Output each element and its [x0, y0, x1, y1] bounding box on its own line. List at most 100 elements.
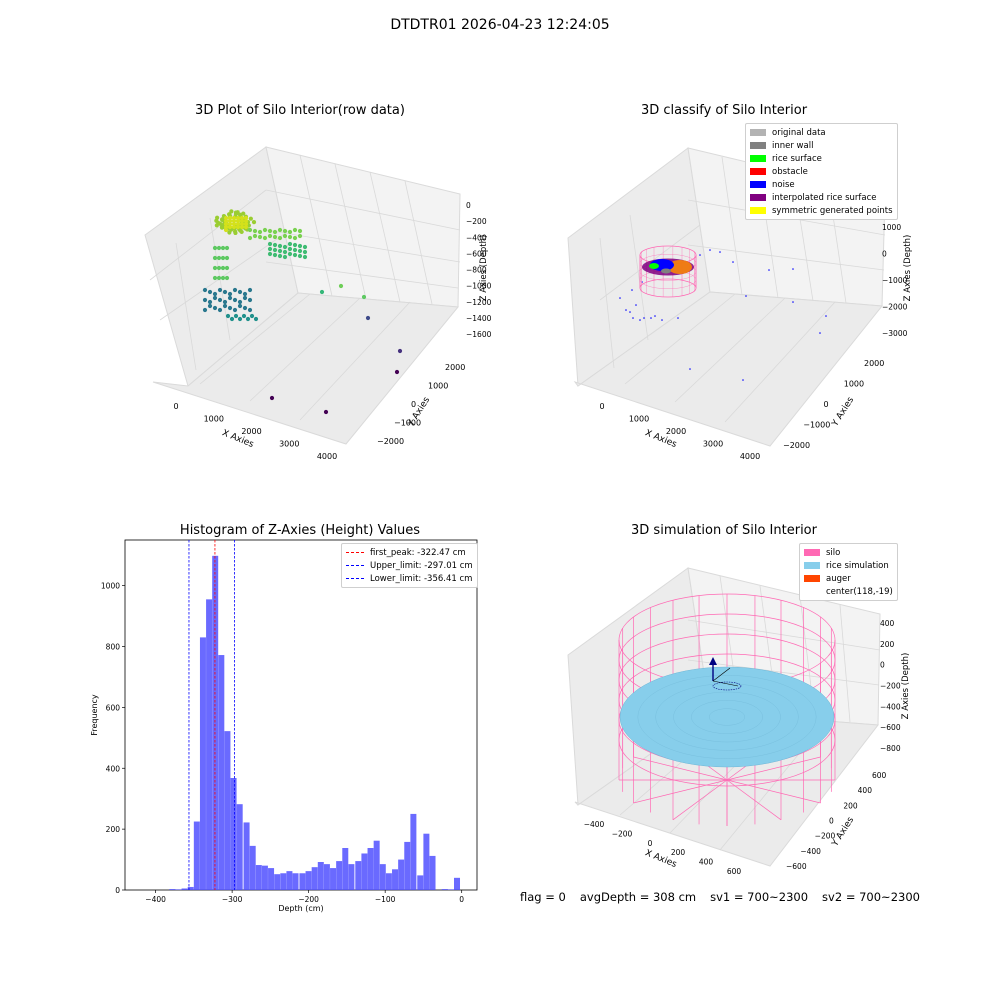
- raw-point: [247, 235, 253, 241]
- raw-point: [235, 224, 241, 230]
- histogram-legend-label: Upper_limit: -297.01 cm: [370, 560, 473, 571]
- classify-z-tick: 0: [882, 250, 887, 259]
- histogram-bar: [311, 867, 318, 890]
- raw-point: [277, 243, 283, 249]
- classify-pane-floor: [573, 291, 883, 447]
- classify-noise-point: [825, 315, 827, 317]
- classify-noise-point: [719, 251, 721, 253]
- simulation-x-tick: −400: [584, 820, 605, 829]
- simulation-x-tick: 200: [671, 848, 686, 857]
- raw-point: [202, 297, 208, 303]
- classify-noise-point: [643, 317, 645, 319]
- raw-point: [282, 233, 288, 239]
- histogram-bar: [199, 637, 206, 890]
- raw-point: [394, 369, 400, 375]
- simulation-z-tick: −400: [880, 702, 901, 711]
- histogram-bar: [336, 861, 343, 890]
- raw-point: [212, 255, 218, 261]
- raw-point: [302, 249, 308, 255]
- raw-point: [224, 245, 230, 251]
- classify-z-tick: −3000: [882, 329, 908, 338]
- simulation-y-tick: −400: [800, 847, 821, 856]
- raw-point: [232, 297, 238, 303]
- histogram-bar: [230, 778, 237, 890]
- avg-depth-text: avgDepth = 308 cm: [579, 890, 697, 904]
- classify-legend-label: inner wall: [772, 140, 814, 151]
- raw-point: [231, 218, 237, 224]
- classify-noise-point: [792, 301, 794, 303]
- raw-point: [217, 287, 223, 293]
- histogram-bar: [379, 864, 386, 890]
- simulation-legend-entry: rice simulation: [804, 559, 893, 572]
- classify-noise-point: [732, 261, 734, 263]
- raw-point: [252, 233, 258, 239]
- raw-y-tick: −2000: [377, 437, 404, 446]
- raw-point: [302, 244, 308, 250]
- classify-noise-point: [745, 295, 747, 297]
- simulation-legend-entry: auger: [804, 572, 893, 585]
- raw-point: [277, 248, 283, 254]
- raw-point: [292, 242, 298, 248]
- raw-point: [223, 224, 229, 230]
- raw-x-tick: 4000: [317, 452, 337, 461]
- simulation-y-tick: 0: [829, 817, 834, 826]
- classify-legend-label: rice surface: [772, 153, 822, 164]
- raw-point: [216, 265, 222, 271]
- raw-point: [202, 287, 208, 293]
- raw-point: [267, 251, 273, 257]
- raw-point: [225, 313, 231, 319]
- raw-point: [241, 211, 246, 216]
- simulation-rice-ring: [691, 700, 763, 734]
- raw-point: [267, 246, 273, 252]
- raw-point: [214, 223, 219, 228]
- raw-point: [247, 307, 253, 313]
- raw-x-tick: 0: [173, 402, 178, 411]
- raw-point: [232, 287, 238, 293]
- simulation-legend-swatch: [804, 549, 820, 556]
- raw-point: [220, 265, 226, 271]
- raw-point: [232, 307, 238, 313]
- raw-point: [243, 218, 249, 224]
- histogram-bar: [355, 861, 362, 890]
- simulation-legend-swatch: [804, 562, 820, 569]
- simulation-silo-floor-spoke: [633, 779, 728, 804]
- classify-legend-label: obstacle: [772, 166, 808, 177]
- raw-point: [227, 221, 233, 227]
- classify-z-tick: −2000: [882, 303, 908, 312]
- histogram-bar: [348, 864, 355, 890]
- raw-point: [222, 289, 228, 295]
- raw-point: [297, 243, 303, 249]
- raw-point: [287, 234, 293, 240]
- classify-y-tick: 1000: [844, 380, 864, 389]
- classify-x-ticks: 0 1000 2000 3000 4000: [599, 402, 760, 461]
- simulation-legend-label: rice simulation: [826, 560, 889, 571]
- status-footer: flag = 0 avgDepth = 308 cm sv1 = 700~2300 s…: [520, 890, 934, 904]
- histogram-bar: [305, 871, 312, 890]
- raw-point: [272, 252, 278, 258]
- classify-noise-point: [709, 249, 711, 251]
- raw-z-tick: −1200: [466, 298, 492, 307]
- histogram-legend: first_peak: -322.47 cm Upper_limit: -297.…: [341, 543, 478, 588]
- histogram-bar: [410, 813, 417, 890]
- raw-y-tick: 0: [411, 400, 416, 409]
- histogram-bar: [193, 821, 200, 890]
- raw-point: [262, 227, 268, 233]
- classify-inner-wall: [661, 268, 671, 274]
- classify-noise-point: [632, 317, 634, 319]
- histogram-bar: [330, 868, 337, 890]
- histogram-title: Histogram of Z-Axies (Height) Values: [179, 523, 421, 538]
- histogram-y-tick: 200: [106, 825, 121, 834]
- raw-point: [292, 252, 298, 258]
- raw-point: [207, 299, 213, 305]
- simulation-y-tick: 400: [858, 786, 873, 795]
- raw-point: [212, 265, 218, 271]
- raw-point: [231, 221, 237, 227]
- histogram-bars: [169, 555, 461, 890]
- raw-point: [239, 224, 245, 230]
- flag-text: flag = 0: [520, 890, 566, 904]
- simulation-x-ticks: −400 −200 0 200 400 600: [584, 820, 742, 876]
- histogram-bar: [373, 840, 380, 890]
- raw-point: [272, 247, 278, 253]
- histogram-bar: [181, 888, 188, 890]
